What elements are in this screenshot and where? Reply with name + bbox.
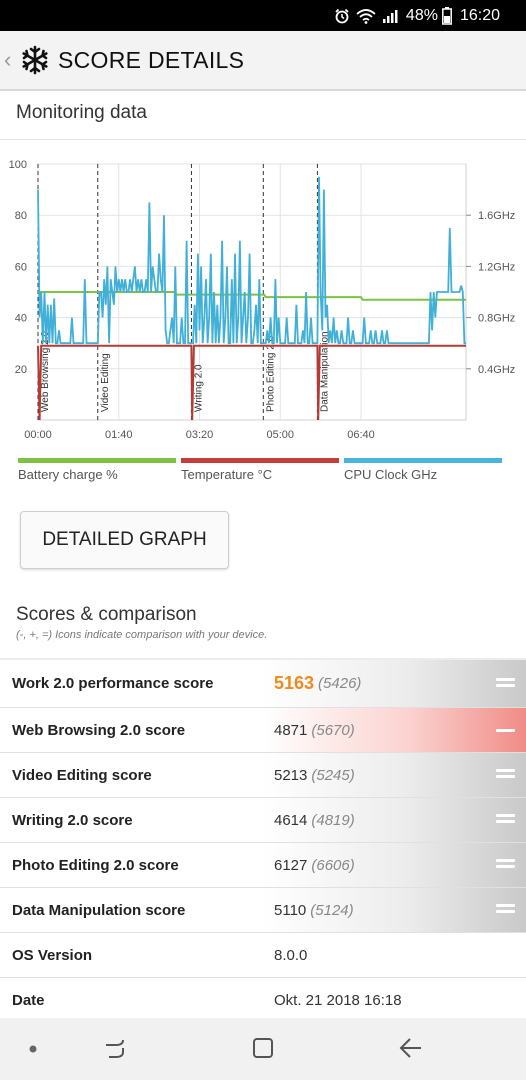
clock-time: 16:20 xyxy=(459,6,500,24)
score-value-cell: 4614 (4819) xyxy=(263,798,526,842)
snowflake-logo-icon xyxy=(22,45,48,75)
legend-label-cpu-clock: CPU Clock GHz xyxy=(344,467,438,482)
status-bar: 48% 16:20 xyxy=(0,0,526,31)
score-label: Web Browsing 2.0 score xyxy=(12,721,186,739)
legend-item-cpu-clock: CPU Clock GHz xyxy=(344,458,502,482)
y-tick-label: 80 xyxy=(15,210,27,222)
y2-tick-label: 1.2GHz xyxy=(478,261,515,273)
info-label: Date xyxy=(12,991,45,1009)
scores-title: Scores & comparison xyxy=(16,604,197,625)
score-row-work[interactable]: Work 2.0 performance score 5163 (5426) xyxy=(0,660,526,708)
score-row-video-editing[interactable]: Video Editing score 5213 (5245) xyxy=(0,753,526,798)
score-value-cell: 6127 (6606) xyxy=(263,843,526,887)
equal-icon xyxy=(496,677,515,690)
score-row-data-manipulation[interactable]: Data Manipulation score 5110 (5124) xyxy=(0,888,526,933)
score-value: 5110 xyxy=(274,901,307,919)
score-reference: (6606) xyxy=(311,856,355,874)
dot-icon[interactable] xyxy=(28,1044,38,1054)
score-row-writing[interactable]: Writing 2.0 score 4614 (4819) xyxy=(0,798,526,843)
scores-subtitle: (-, +, =) Icons indicate comparison with… xyxy=(16,629,268,641)
wifi-icon xyxy=(356,8,376,24)
phase-label: Writing 2.0 xyxy=(193,364,204,412)
legend-swatch-battery xyxy=(18,458,176,463)
signal-icon xyxy=(382,9,398,23)
info-label: OS Version xyxy=(12,946,93,964)
monitoring-chart: 20 40 60 80 100 0.4GHz 0.8GHz 1.2GHz 1.6GHz 00:00… xyxy=(9,159,516,441)
back-chevron-icon[interactable]: ‹ xyxy=(4,47,12,72)
temperature-series-line xyxy=(37,344,466,421)
equal-icon xyxy=(496,769,515,781)
y-tick-label: 40 xyxy=(15,313,27,325)
score-row-photo-editing[interactable]: Photo Editing 2.0 score 6127 (6606) xyxy=(0,843,526,888)
score-value-cell: 5213 (5245) xyxy=(263,753,526,797)
score-reference: (5245) xyxy=(311,766,355,784)
score-value: 4614 xyxy=(274,811,308,829)
legend-swatch-cpu-clock xyxy=(344,458,502,463)
x-tick-label: 06:40 xyxy=(347,429,375,441)
battery-icon xyxy=(442,6,452,25)
app-header: ‹ SCORE DETAILS xyxy=(0,31,526,91)
navigation-bar xyxy=(0,1018,526,1080)
info-row-date: Date Okt. 21 2018 16:18 xyxy=(0,978,526,1023)
x-tick-label: 03:20 xyxy=(186,429,214,441)
score-value: 5213 xyxy=(274,766,308,784)
equal-icon xyxy=(496,814,515,826)
score-reference: (5670) xyxy=(311,721,355,739)
phase-label: Photo Editing 2.0 xyxy=(265,335,276,412)
battery-percent: 48% xyxy=(405,6,438,24)
detailed-graph-button[interactable]: DETAILED GRAPH xyxy=(20,511,229,569)
home-icon[interactable] xyxy=(251,1036,275,1060)
monitoring-title: Monitoring data xyxy=(16,102,147,123)
score-reference: (4819) xyxy=(311,811,355,829)
score-label: Photo Editing 2.0 score xyxy=(12,856,179,874)
equal-icon xyxy=(496,904,515,916)
alarm-icon xyxy=(335,8,349,23)
info-value: Okt. 21 2018 16:18 xyxy=(274,991,402,1009)
score-value: 6127 xyxy=(274,856,308,874)
score-label: Video Editing score xyxy=(12,766,152,784)
legend-item-temperature: Temperature °C xyxy=(181,458,339,482)
minus-icon xyxy=(496,729,515,732)
recent-apps-icon[interactable] xyxy=(103,1036,129,1062)
info-row-os-version: OS Version 8.0.0 xyxy=(0,933,526,978)
y-tick-label: 60 xyxy=(15,261,27,273)
cpu-clock-series-line xyxy=(37,176,466,345)
score-value-cell: 4871 (5670) xyxy=(263,708,526,752)
divider xyxy=(0,139,526,140)
score-label: Work 2.0 performance score xyxy=(12,675,214,692)
score-row-web-browsing[interactable]: Web Browsing 2.0 score 4871 (5670) xyxy=(0,708,526,753)
info-value: 8.0.0 xyxy=(274,946,308,964)
scores-header: Scores & comparison (-, +, =) Icons indi… xyxy=(0,580,526,658)
x-tick-label: 00:00 xyxy=(24,429,52,441)
phase-label: Web Browsing 2.0 xyxy=(40,331,51,412)
score-label: Writing 2.0 score xyxy=(12,811,133,829)
legend-swatch-temperature xyxy=(181,458,339,463)
scores-table: Work 2.0 performance score 5163 (5426) W… xyxy=(0,660,526,1023)
phase-label: Video Editing xyxy=(100,353,111,412)
score-value-cell: 5163 (5426) xyxy=(263,660,526,707)
score-value-cell: 5110 (5124) xyxy=(263,888,526,932)
y-tick-label: 20 xyxy=(15,364,27,376)
score-reference: (5426) xyxy=(318,675,362,692)
score-value: 5163 xyxy=(274,673,315,693)
legend-label-temperature: Temperature °C xyxy=(181,467,273,482)
back-arrow-icon[interactable] xyxy=(398,1036,424,1060)
equal-icon xyxy=(496,859,515,871)
score-value: 4871 xyxy=(274,721,308,739)
phase-label: Data Manipulation xyxy=(319,331,330,412)
score-label: Data Manipulation score xyxy=(12,901,186,919)
page-title: SCORE DETAILS xyxy=(58,46,245,73)
y2-tick-label: 0.4GHz xyxy=(478,364,515,376)
score-reference: (5124) xyxy=(310,901,354,919)
y2-tick-label: 1.6GHz xyxy=(478,210,515,222)
y2-tick-label: 0.8GHz xyxy=(478,313,515,325)
y-tick-label: 100 xyxy=(9,159,27,171)
legend-item-battery: Battery charge % xyxy=(18,458,176,482)
x-tick-label: 01:40 xyxy=(105,429,133,441)
x-tick-label: 05:00 xyxy=(266,429,294,441)
chart-legend: Battery charge % Temperature °C CPU Cloc… xyxy=(0,458,526,488)
legend-label-battery: Battery charge % xyxy=(18,467,118,482)
